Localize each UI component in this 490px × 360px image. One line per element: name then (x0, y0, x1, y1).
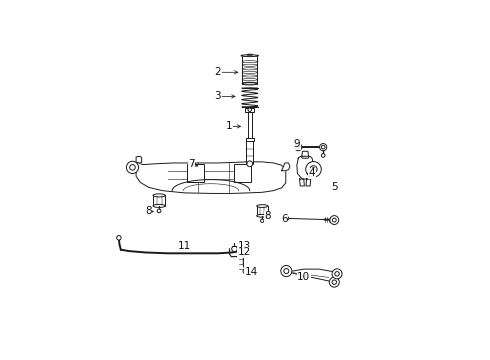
Polygon shape (297, 156, 314, 179)
Ellipse shape (257, 205, 268, 207)
Circle shape (330, 216, 339, 225)
Circle shape (294, 144, 302, 151)
Text: 3: 3 (215, 91, 221, 102)
Circle shape (248, 108, 251, 112)
Bar (246, 139, 253, 164)
Circle shape (306, 162, 321, 177)
Ellipse shape (241, 55, 259, 57)
Circle shape (126, 161, 139, 174)
Ellipse shape (257, 214, 268, 217)
Polygon shape (282, 163, 290, 171)
Polygon shape (300, 179, 304, 186)
Circle shape (117, 235, 121, 240)
Text: 9: 9 (294, 139, 300, 149)
Text: 7: 7 (188, 159, 195, 169)
Bar (245, 108, 254, 112)
Ellipse shape (242, 88, 258, 89)
Ellipse shape (247, 54, 252, 55)
Text: 11: 11 (178, 242, 191, 251)
Circle shape (332, 280, 337, 284)
Text: 1: 1 (225, 121, 232, 131)
Text: 13: 13 (238, 240, 251, 251)
Polygon shape (302, 151, 309, 156)
Bar (248, 112, 252, 139)
Bar (235, 164, 251, 182)
Circle shape (332, 269, 342, 279)
Polygon shape (136, 162, 286, 193)
Bar (246, 138, 254, 141)
Text: 5: 5 (331, 183, 338, 192)
Circle shape (296, 145, 300, 149)
Circle shape (281, 266, 292, 276)
Circle shape (247, 161, 253, 167)
Circle shape (130, 165, 135, 170)
Ellipse shape (153, 204, 165, 207)
Text: 8: 8 (145, 206, 152, 216)
Text: 8: 8 (265, 211, 271, 221)
Circle shape (286, 217, 289, 220)
Text: 4: 4 (309, 168, 316, 179)
Text: 10: 10 (297, 273, 310, 283)
Text: 14: 14 (245, 267, 258, 277)
Circle shape (335, 271, 339, 276)
Bar (187, 164, 204, 182)
Polygon shape (306, 179, 311, 186)
Ellipse shape (153, 194, 165, 197)
Circle shape (319, 144, 327, 151)
Text: 2: 2 (215, 67, 221, 77)
Circle shape (310, 166, 317, 173)
Circle shape (284, 269, 289, 274)
Circle shape (239, 249, 243, 252)
Ellipse shape (242, 82, 257, 85)
Circle shape (332, 218, 336, 222)
Text: 6: 6 (281, 214, 288, 224)
Circle shape (329, 277, 339, 287)
Circle shape (157, 209, 161, 213)
Polygon shape (136, 156, 142, 163)
Circle shape (261, 219, 264, 222)
Circle shape (321, 145, 325, 149)
Circle shape (232, 246, 237, 252)
Text: 12: 12 (238, 247, 251, 257)
Circle shape (238, 249, 243, 254)
Circle shape (321, 154, 325, 157)
Circle shape (243, 269, 248, 274)
Circle shape (312, 168, 315, 171)
Polygon shape (284, 269, 337, 282)
